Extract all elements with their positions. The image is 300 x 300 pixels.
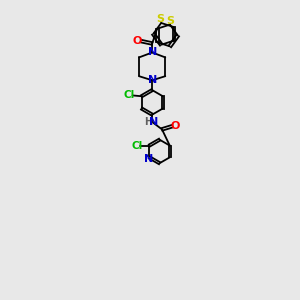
Text: N: N [144,154,153,164]
Text: Cl: Cl [124,90,135,100]
Text: S: S [167,16,175,26]
Text: N: N [148,47,157,58]
Text: S: S [156,14,164,24]
Text: Cl: Cl [131,141,143,151]
Text: H: H [145,117,153,127]
Text: O: O [171,121,180,131]
Text: N: N [148,75,157,85]
Text: O: O [133,36,142,46]
Text: N: N [149,117,158,127]
